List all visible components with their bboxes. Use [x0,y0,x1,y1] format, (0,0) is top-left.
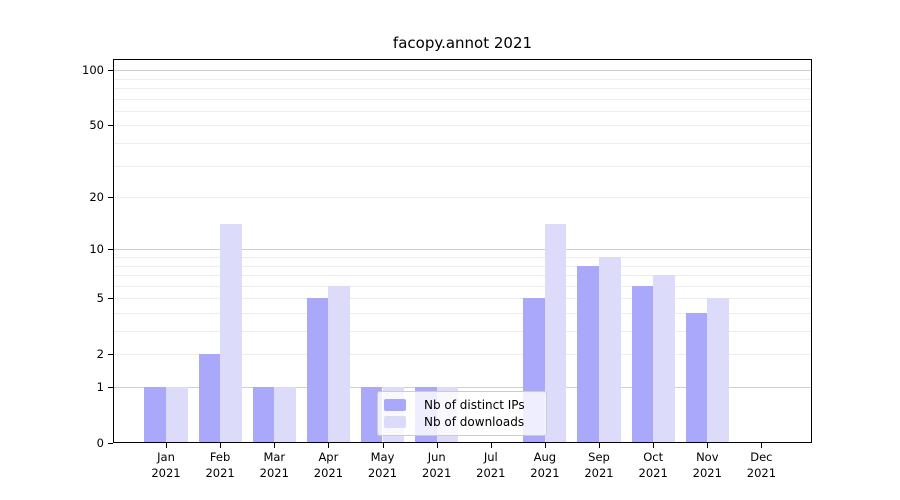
bar-downloads-aug [544,224,567,443]
x-tick-label: Jun 2021 [422,450,452,480]
gridline-major [113,387,812,388]
y-tick-label: 1 [96,380,104,394]
gridline-major [113,70,812,72]
legend-swatch-distinct-ips [384,398,406,411]
y-tick-label: 0 [96,436,104,450]
bar-downloads-feb [220,224,242,443]
gridline-minor [113,165,812,167]
gridline-minor [113,110,812,112]
gridline-minor [113,78,812,80]
gridline-minor [113,88,812,89]
y-tick [108,298,113,300]
x-tick-label: Jan 2021 [151,450,181,480]
bar-distinct-ips-jan [144,387,166,443]
gridline-minor [113,257,812,258]
x-tick-label: Apr 2021 [313,450,344,480]
chart-title: facopy.annot 2021 [392,34,533,52]
bar-downloads-oct [653,275,675,443]
gridline-minor [113,98,812,100]
bar-distinct-ips-apr [306,298,329,443]
y-tick [108,249,113,251]
x-tick [544,443,546,448]
gridline-minor [113,298,812,300]
x-tick-label: Dec 2021 [746,450,777,480]
gridline-minor [113,125,812,127]
gridline-minor [113,354,812,356]
x-tick [599,443,600,448]
y-tick-label: 2 [96,347,104,362]
x-tick-label: Feb 2021 [205,450,235,480]
legend: Nb of distinct IPs Nb of downloads [377,391,547,436]
bar-downloads-sep [599,257,621,443]
bar-downloads-nov [707,298,729,443]
gridline-major [113,249,812,251]
gridline-minor [113,313,812,314]
y-tick [108,125,113,127]
legend-label-distinct-ips: Nb of distinct IPs [424,397,525,412]
gridline-minor [113,275,812,276]
bar-distinct-ips-feb [198,354,221,443]
x-tick [328,443,330,448]
legend-swatch-downloads [384,416,406,429]
bar-downloads-mar [274,387,296,443]
y-tick-label: 5 [96,291,104,306]
gridline-minor [113,331,812,332]
bar-downloads-apr [328,285,350,443]
bar-distinct-ips-mar [252,387,275,443]
plot-area: Nb of distinct IPs Nb of downloads [113,59,812,443]
x-tick-label: Mar 2021 [259,450,289,480]
y-tick [108,387,113,388]
bar-downloads-jan [166,387,188,443]
x-tick-label: Sep 2021 [584,450,614,480]
gridline-minor [113,143,812,144]
x-tick-label: Oct 2021 [638,450,668,480]
y-tick [108,70,113,72]
y-tick-label: 50 [89,118,104,133]
gridline-minor [113,265,812,267]
x-tick [761,443,763,448]
y-tick-label: 100 [82,63,104,78]
x-tick [707,443,709,448]
bar-distinct-ips-oct [631,285,654,443]
y-tick-label: 20 [89,190,104,205]
legend-item-distinct-ips: Nb of distinct IPs [384,398,539,412]
x-tick [166,443,167,448]
x-tick-label: Aug 2021 [530,450,560,480]
x-tick [382,443,384,448]
x-tick [490,443,492,448]
y-tick-label: 10 [89,242,104,257]
x-tick [220,443,222,448]
x-tick-label: Nov 2021 [692,450,722,480]
y-tick [108,443,113,444]
gridline-minor [113,285,812,287]
legend-label-downloads: Nb of downloads [424,415,525,430]
x-tick [274,443,276,448]
y-tick [108,354,113,356]
x-tick-label: Jul 2021 [476,450,506,480]
x-tick-label: May 2021 [367,450,398,480]
bar-distinct-ips-nov [685,313,708,443]
legend-item-downloads: Nb of downloads [384,415,539,429]
bar-distinct-ips-sep [577,265,599,443]
y-tick [108,197,113,199]
gridline-minor [113,197,812,199]
x-tick [653,443,655,448]
x-tick [436,443,438,448]
